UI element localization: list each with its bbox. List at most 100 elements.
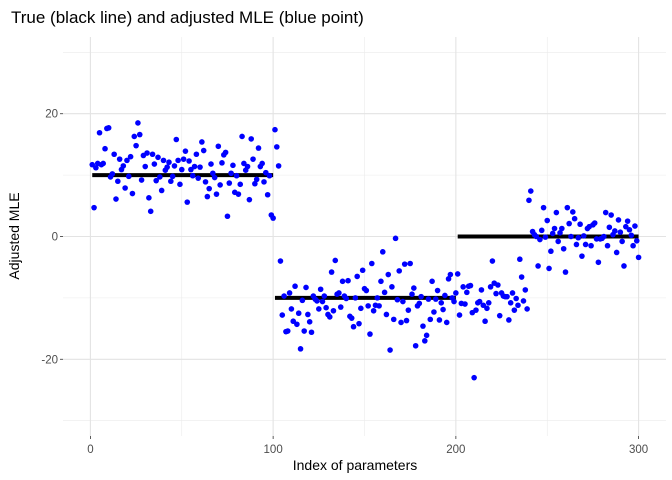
data-point	[157, 174, 163, 180]
data-point	[442, 292, 448, 299]
data-point	[602, 209, 609, 216]
data-point	[537, 236, 543, 243]
data-point	[359, 267, 366, 274]
data-point	[272, 126, 278, 133]
data-point	[138, 177, 145, 183]
data-point	[613, 249, 620, 256]
data-point	[222, 149, 229, 156]
data-point	[277, 258, 284, 264]
data-point	[177, 181, 183, 188]
data-point	[133, 142, 139, 149]
data-point	[398, 319, 404, 326]
data-point	[473, 307, 479, 313]
data-point	[485, 299, 492, 306]
data-point	[91, 204, 97, 211]
data-point	[464, 289, 470, 296]
data-point	[96, 129, 103, 136]
data-point	[144, 150, 150, 156]
data-point	[270, 215, 276, 221]
data-point	[184, 199, 191, 205]
data-point	[601, 233, 607, 240]
data-point	[284, 328, 291, 334]
data-point	[635, 254, 642, 261]
data-point	[109, 171, 116, 177]
y-tick-label: -20	[41, 354, 58, 366]
data-point	[168, 178, 174, 185]
data-point	[456, 312, 463, 318]
data-point	[506, 317, 512, 323]
data-point	[617, 229, 624, 236]
data-point	[264, 191, 271, 198]
data-point	[191, 163, 198, 170]
data-point	[573, 241, 580, 248]
data-point	[328, 269, 335, 275]
data-point	[623, 223, 629, 230]
data-point	[131, 133, 138, 140]
data-point	[237, 181, 244, 188]
data-point	[275, 163, 282, 169]
data-point	[403, 317, 410, 324]
data-point	[568, 233, 574, 240]
y-axis-ticks: -20 0 20	[41, 109, 63, 366]
data-point	[533, 233, 540, 240]
data-point	[495, 282, 501, 288]
data-point	[482, 318, 488, 325]
data-point	[197, 164, 203, 170]
data-point	[332, 257, 339, 264]
data-point	[259, 160, 265, 167]
data-point	[195, 175, 202, 181]
data-point	[432, 296, 439, 302]
data-point	[394, 296, 401, 303]
data-point	[171, 163, 178, 169]
data-point	[515, 302, 521, 309]
data-point	[116, 156, 123, 162]
data-point	[619, 238, 625, 245]
data-point	[378, 278, 384, 285]
data-point	[489, 258, 496, 264]
data-point	[487, 284, 494, 290]
data-point	[425, 296, 432, 302]
data-point	[186, 158, 192, 164]
data-point	[401, 261, 408, 267]
data-point	[522, 287, 529, 293]
x-tick-label: 300	[629, 444, 648, 456]
data-point	[538, 227, 545, 234]
data-point	[321, 293, 328, 299]
data-point	[290, 318, 297, 325]
data-point	[374, 295, 381, 301]
data-point	[314, 298, 320, 304]
data-point	[579, 253, 585, 259]
data-point	[396, 268, 403, 274]
data-point	[279, 312, 286, 318]
data-point	[305, 311, 311, 318]
data-point	[383, 311, 390, 318]
data-point	[233, 172, 240, 179]
data-point	[246, 196, 253, 203]
x-axis-ticks: 0 100 200 300	[87, 436, 648, 456]
data-point	[628, 232, 635, 239]
data-point	[540, 204, 547, 211]
data-point	[443, 319, 450, 326]
data-point	[412, 342, 419, 349]
data-point	[553, 209, 560, 216]
data-point	[453, 290, 459, 296]
data-point	[535, 263, 541, 269]
data-point	[299, 297, 306, 304]
data-point	[297, 346, 304, 352]
data-point	[151, 161, 158, 167]
data-point	[460, 284, 466, 290]
data-point	[524, 306, 530, 312]
data-point	[484, 305, 490, 312]
data-point	[507, 299, 514, 306]
data-point	[633, 237, 640, 244]
data-point	[122, 185, 128, 191]
data-point	[356, 320, 362, 327]
data-point	[411, 285, 417, 291]
data-point	[624, 218, 631, 224]
data-point	[438, 299, 445, 306]
data-point	[517, 256, 523, 263]
data-point	[348, 315, 355, 321]
data-point	[407, 260, 413, 267]
data-point	[253, 176, 260, 183]
data-point	[129, 190, 136, 197]
